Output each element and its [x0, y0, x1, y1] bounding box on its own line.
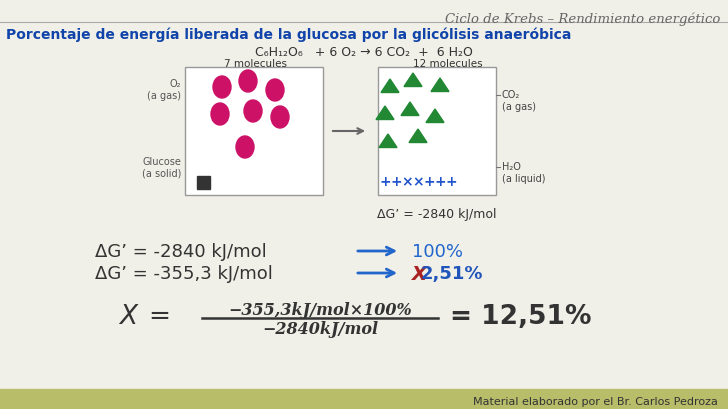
Polygon shape [401, 103, 419, 116]
Text: C₆H₁₂O₆   + 6 O₂ → 6 CO₂  +  6 H₂O: C₆H₁₂O₆ + 6 O₂ → 6 CO₂ + 6 H₂O [255, 46, 473, 59]
Text: = 12,51%: = 12,51% [450, 303, 592, 329]
Bar [197, 177, 210, 189]
Polygon shape [409, 130, 427, 143]
Polygon shape [379, 135, 397, 148]
Polygon shape [404, 74, 422, 87]
Text: X: X [412, 264, 427, 283]
Ellipse shape [266, 80, 284, 102]
Text: 7 molecules: 7 molecules [223, 59, 287, 69]
Text: =: = [148, 303, 170, 329]
Ellipse shape [244, 101, 262, 123]
Text: CO₂
(a gas): CO₂ (a gas) [502, 90, 536, 111]
Text: 12 molecules: 12 molecules [414, 59, 483, 69]
Text: −2840kJ/mol: −2840kJ/mol [262, 320, 378, 337]
Ellipse shape [239, 71, 257, 93]
Ellipse shape [211, 104, 229, 126]
Bar [0, 389, 728, 409]
Text: ×: × [401, 175, 413, 189]
Text: ×: × [412, 175, 424, 189]
Text: +: + [379, 175, 391, 189]
Text: ΔG’ = -2840 kJ/mol: ΔG’ = -2840 kJ/mol [377, 207, 496, 220]
Bar [185, 68, 323, 196]
Text: ΔG’ = -355,3 kJ/mol: ΔG’ = -355,3 kJ/mol [95, 264, 273, 282]
Text: +: + [423, 175, 435, 189]
Text: Material elaborado por el Br. Carlos Pedroza: Material elaborado por el Br. Carlos Ped… [473, 396, 718, 406]
Polygon shape [426, 110, 444, 123]
Text: +: + [434, 175, 446, 189]
Text: Ciclo de Krebs – Rendimiento energético: Ciclo de Krebs – Rendimiento energético [445, 12, 720, 25]
Ellipse shape [213, 77, 231, 99]
Text: Porcentaje de energía liberada de la glucosa por la glicólisis anaeróbica: Porcentaje de energía liberada de la glu… [6, 28, 571, 43]
Ellipse shape [236, 137, 254, 159]
Polygon shape [376, 107, 394, 120]
Text: Glucose
(a solid): Glucose (a solid) [142, 157, 181, 178]
Polygon shape [381, 80, 399, 93]
Text: 2,51%: 2,51% [421, 264, 483, 282]
Text: +: + [446, 175, 456, 189]
Text: H₂O
(a liquid): H₂O (a liquid) [502, 162, 545, 183]
Text: +: + [390, 175, 402, 189]
Bar [378, 68, 496, 196]
Ellipse shape [271, 107, 289, 129]
Text: O₂
(a gas): O₂ (a gas) [147, 79, 181, 101]
Polygon shape [431, 79, 449, 92]
Text: ΔG’ = -2840 kJ/mol: ΔG’ = -2840 kJ/mol [95, 243, 266, 261]
Text: 100%: 100% [412, 243, 463, 261]
Text: $\mathit{X}$: $\mathit{X}$ [118, 303, 140, 329]
Text: −355,3kJ/mol×100%: −355,3kJ/mol×100% [228, 301, 412, 318]
